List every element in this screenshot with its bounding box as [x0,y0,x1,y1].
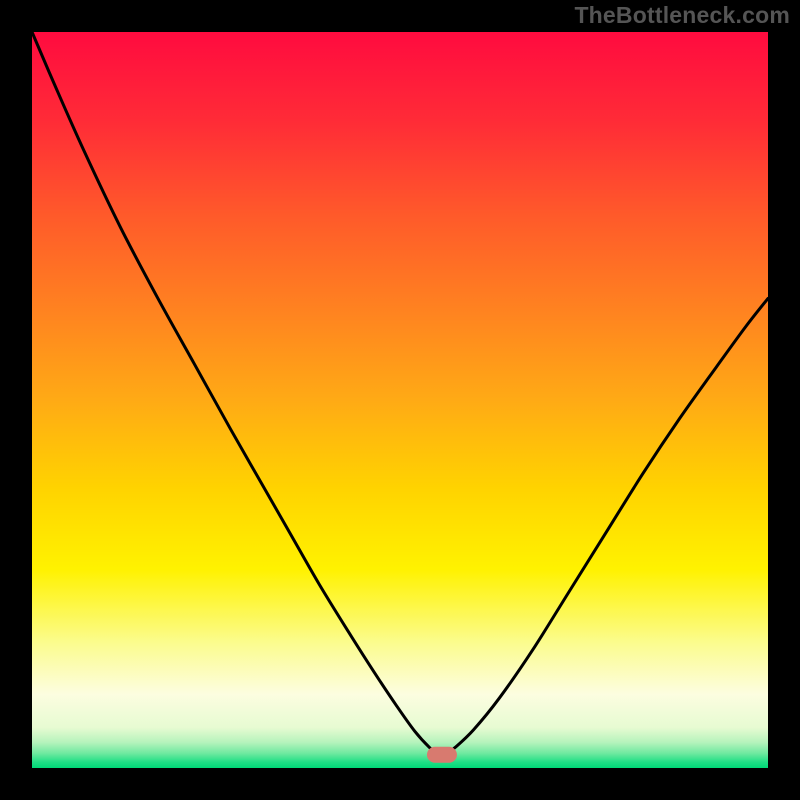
chart-canvas [0,0,800,800]
plot-area [32,32,768,768]
min-marker [427,747,457,763]
figure-container: TheBottleneck.com [0,0,800,800]
watermark-text: TheBottleneck.com [574,2,790,29]
